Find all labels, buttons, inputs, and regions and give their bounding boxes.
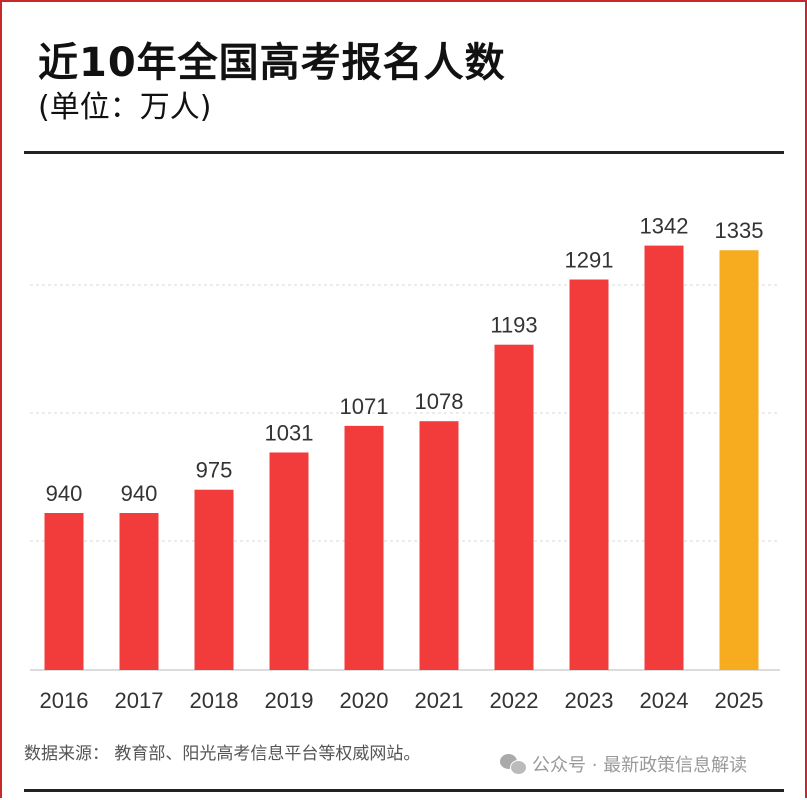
bar-2019 bbox=[269, 452, 309, 670]
footer-divider bbox=[24, 789, 784, 792]
x-tick-label-2018: 2018 bbox=[190, 688, 239, 713]
x-tick-label-2016: 2016 bbox=[40, 688, 89, 713]
x-tick-label-2019: 2019 bbox=[265, 688, 314, 713]
x-tick-label-2025: 2025 bbox=[715, 688, 764, 713]
header-divider bbox=[24, 151, 784, 154]
data-label-2021: 1078 bbox=[415, 389, 464, 414]
bar-2024 bbox=[644, 245, 684, 671]
data-label-2017: 940 bbox=[121, 481, 158, 506]
wechat-icon bbox=[500, 754, 527, 775]
x-tick-label-2022: 2022 bbox=[490, 688, 539, 713]
data-label-2018: 975 bbox=[196, 458, 233, 483]
chart-title: 近10年全国高考报名人数 bbox=[38, 40, 506, 86]
bar-chart: 940 2016 940 2017 975 2018 1031 2019 1071 2020 107… bbox=[30, 214, 780, 713]
bar-2018 bbox=[194, 489, 234, 670]
account-name: 公众号 · 最新政策信息解读 bbox=[532, 755, 748, 776]
data-label-2016: 940 bbox=[46, 481, 83, 506]
x-tick-label-2023: 2023 bbox=[565, 688, 614, 713]
account-credit: 公众号 · 最新政策信息解读 bbox=[500, 751, 747, 777]
bar-2021 bbox=[419, 421, 459, 670]
data-source: 数据来源： 教育部、阳光高考信息平台等权威网站。 bbox=[24, 744, 421, 764]
x-tick-label-2021: 2021 bbox=[415, 688, 464, 713]
data-label-2019: 1031 bbox=[265, 420, 314, 445]
data-label-2025: 1335 bbox=[715, 218, 764, 243]
data-label-2020: 1071 bbox=[340, 394, 389, 419]
data-label-2023: 1291 bbox=[565, 248, 614, 273]
bar-2020 bbox=[344, 425, 384, 670]
bar-2025 bbox=[719, 250, 759, 671]
bar-2017 bbox=[119, 513, 159, 670]
bar-2016 bbox=[44, 513, 84, 670]
data-label-2024: 1342 bbox=[640, 214, 689, 239]
chart-subtitle: (单位：万人) bbox=[38, 90, 212, 125]
x-tick-label-2020: 2020 bbox=[340, 688, 389, 713]
data-label-2022: 1193 bbox=[490, 313, 537, 338]
x-tick-label-2017: 2017 bbox=[115, 688, 164, 713]
x-tick-label-2024: 2024 bbox=[640, 688, 689, 713]
bar-2022 bbox=[494, 344, 534, 670]
bar-2023 bbox=[569, 279, 609, 670]
